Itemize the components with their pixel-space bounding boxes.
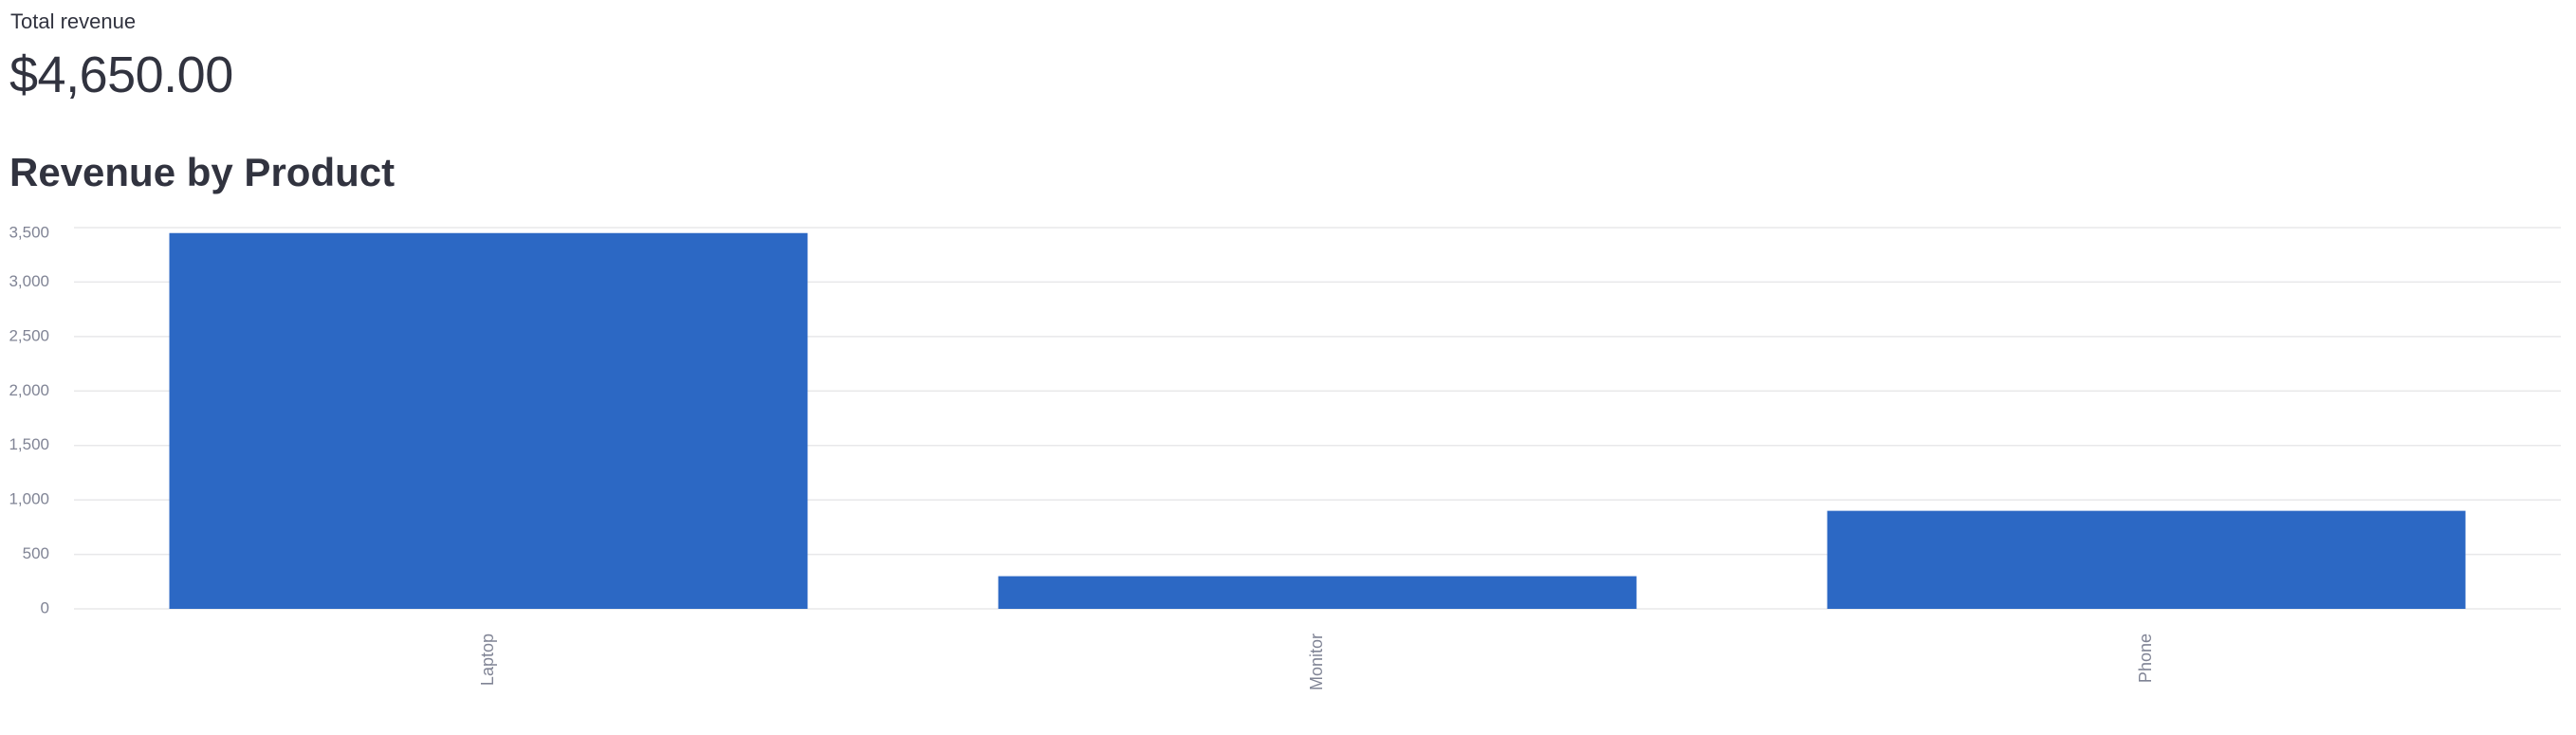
x-tick-label: Laptop: [478, 634, 497, 686]
bar-laptop[interactable]: [169, 232, 808, 609]
chart-title: Revenue by Product: [9, 150, 396, 194]
y-tick-label: 2,000: [9, 381, 49, 399]
bar-phone[interactable]: [1827, 510, 2466, 609]
bar-monitor[interactable]: [998, 576, 1637, 609]
y-tick-label: 500: [23, 544, 49, 562]
metric-value: $4,650.00: [9, 46, 233, 103]
x-tick-label: Monitor: [1307, 634, 1326, 690]
y-tick-label: 3,000: [9, 272, 49, 290]
y-tick-label: 0: [41, 598, 49, 616]
y-tick-label: 1,000: [9, 490, 49, 508]
y-tick-label: 3,500: [9, 223, 49, 241]
y-tick-label: 2,500: [9, 326, 49, 344]
y-tick-label: 1,500: [9, 435, 49, 453]
x-tick-label: Phone: [2136, 634, 2155, 683]
x-axis-labels: Laptop Monitor Phone: [478, 634, 2155, 690]
bars: [169, 232, 2466, 609]
metric-label: Total revenue: [10, 9, 137, 33]
y-axis-ticks: 0 500 1,000 1,500 2,000 2,500 3,000 3,500: [9, 223, 49, 616]
